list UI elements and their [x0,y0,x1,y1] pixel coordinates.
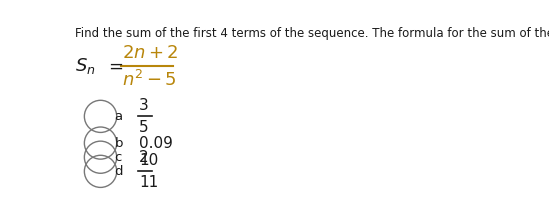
Text: $2n + 2$: $2n + 2$ [122,44,178,62]
Text: 3: 3 [139,98,149,113]
Text: c: c [115,151,122,164]
Text: $n^2 - 5$: $n^2 - 5$ [122,70,177,90]
Text: $S_n$: $S_n$ [75,56,96,76]
Text: 11: 11 [139,175,158,190]
Text: 5: 5 [139,120,148,135]
Text: Find the sum of the first 4 terms of the sequence. The formula for the sum of th: Find the sum of the first 4 terms of the… [75,27,549,40]
Text: 2: 2 [139,150,148,165]
Text: $=$: $=$ [105,57,124,75]
Text: 10: 10 [139,153,158,168]
Text: b: b [115,136,123,150]
Text: d: d [115,165,123,178]
Text: a: a [115,110,122,123]
Text: 0.09: 0.09 [139,136,173,151]
